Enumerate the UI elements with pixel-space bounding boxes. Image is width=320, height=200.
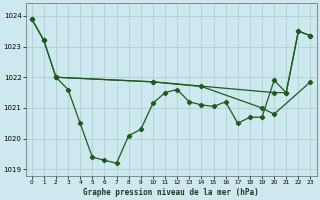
X-axis label: Graphe pression niveau de la mer (hPa): Graphe pression niveau de la mer (hPa) [83, 188, 259, 197]
